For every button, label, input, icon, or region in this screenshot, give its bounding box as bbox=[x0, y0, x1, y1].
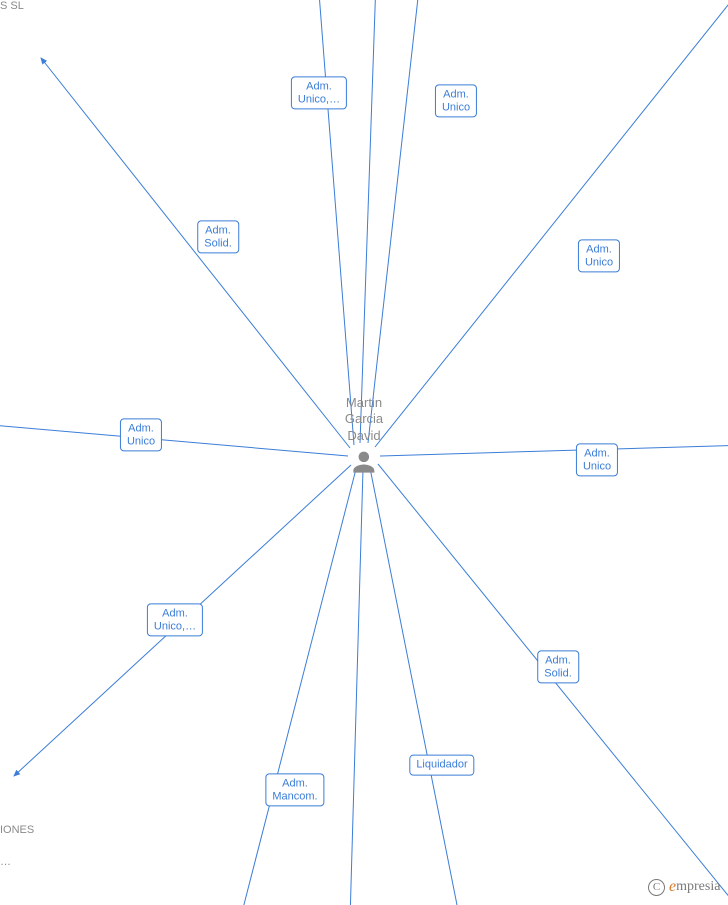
role-label[interactable]: Liquidador bbox=[409, 755, 474, 776]
edge-line bbox=[360, 0, 376, 443]
role-label[interactable]: Adm. Unico bbox=[578, 239, 620, 272]
role-label[interactable]: Adm. Unico,… bbox=[291, 76, 347, 109]
role-label[interactable]: Adm. Mancom. bbox=[265, 773, 324, 806]
copyright-icon: C bbox=[648, 879, 665, 896]
center-node[interactable]: Martin Garcia David bbox=[345, 395, 383, 481]
role-label[interactable]: Adm. Unico bbox=[120, 418, 162, 451]
edge-line bbox=[380, 445, 728, 456]
role-label[interactable]: Adm. Unico bbox=[435, 84, 477, 117]
attribution-brand-rest: mpresia bbox=[676, 879, 720, 894]
edge-line bbox=[41, 58, 350, 448]
truncated-label: S SL bbox=[0, 0, 24, 12]
edge-line bbox=[368, 0, 420, 443]
center-node-name: Martin Garcia David bbox=[345, 395, 383, 444]
person-icon bbox=[350, 448, 378, 481]
role-label[interactable]: Adm. Unico,… bbox=[147, 603, 203, 636]
truncated-label: IONES bbox=[0, 824, 34, 836]
role-label[interactable]: Adm. Solid. bbox=[197, 220, 239, 253]
edge-line bbox=[378, 464, 728, 905]
edge-line bbox=[240, 469, 356, 905]
role-label[interactable]: Adm. Unico bbox=[576, 443, 618, 476]
role-label[interactable]: Adm. Solid. bbox=[537, 650, 579, 683]
attribution: Cempresia bbox=[648, 878, 720, 896]
edge-line bbox=[375, 0, 728, 447]
edge-line bbox=[0, 424, 348, 456]
edge-line bbox=[370, 468, 460, 905]
edge-line bbox=[318, 0, 354, 445]
truncated-label: … bbox=[0, 856, 11, 868]
edge-line bbox=[350, 469, 363, 905]
